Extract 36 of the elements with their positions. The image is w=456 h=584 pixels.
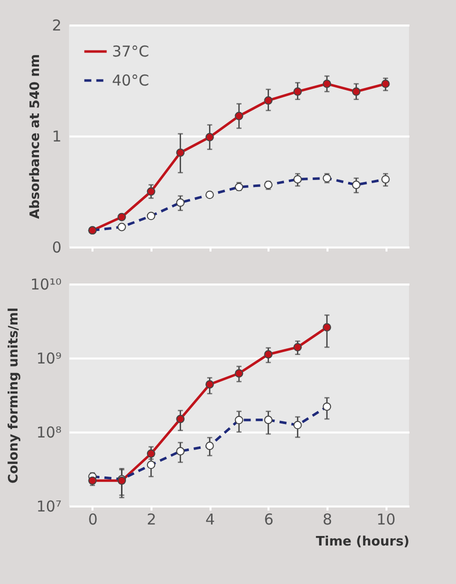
point <box>293 342 302 352</box>
x-tick-label: 4 <box>205 510 215 528</box>
point <box>234 369 244 378</box>
y-axis-title: Colony forming units/ml <box>6 308 22 484</box>
point <box>176 414 185 424</box>
point <box>88 476 97 485</box>
y-tick-label: 10⁹ <box>36 350 62 368</box>
point <box>322 323 332 332</box>
x-axis-title: Time (hours) <box>316 534 410 550</box>
point <box>205 380 214 389</box>
point <box>352 87 360 96</box>
point <box>146 449 156 458</box>
x-tick-label: 10 <box>376 510 396 528</box>
point <box>118 212 126 222</box>
x-tick-label: 2 <box>146 510 156 528</box>
point <box>205 132 214 142</box>
point <box>322 80 332 88</box>
x-tick-label: 6 <box>264 510 274 528</box>
y-tick-label: 2 <box>52 16 62 34</box>
point <box>176 148 185 157</box>
y-axis-title: Absorbance at 540 nm <box>28 54 43 219</box>
legend-label: 37°C <box>112 42 150 60</box>
y-tick-label: 10¹⁰ <box>30 276 62 294</box>
y-tick-label: 0 <box>52 238 62 256</box>
legend-label: 40°C <box>112 72 150 90</box>
y-tick-label: 1 <box>52 128 62 146</box>
y-tick-label: 10⁷ <box>36 498 62 516</box>
point <box>264 350 273 359</box>
x-tick-label: 0 <box>88 510 98 528</box>
point <box>146 187 156 196</box>
point <box>381 80 390 88</box>
point <box>234 112 244 120</box>
point <box>293 87 302 96</box>
x-tick-label: 8 <box>322 510 332 528</box>
y-tick-label: 10⁸ <box>36 424 62 442</box>
point <box>264 96 273 105</box>
